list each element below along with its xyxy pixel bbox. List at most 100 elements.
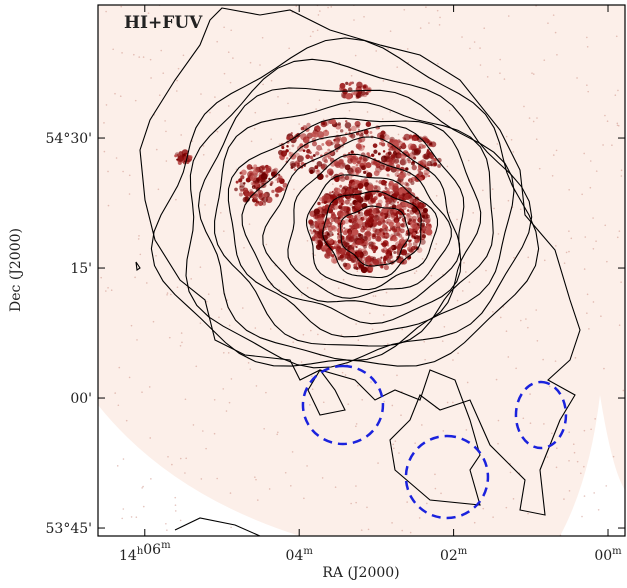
fuv-pixel: [420, 222, 425, 227]
noise: [406, 48, 409, 50]
fuv-pixel: [367, 184, 374, 191]
noise: [441, 340, 444, 342]
noise: [216, 477, 218, 480]
fuv-pixel: [330, 119, 337, 125]
noise: [277, 431, 279, 434]
fuv-pixel: [252, 181, 256, 185]
fuv-pixel: [240, 169, 247, 176]
noise: [290, 484, 292, 487]
noise: [499, 58, 502, 61]
noise: [149, 58, 152, 61]
fuv-pixel: [344, 253, 351, 259]
noise: [482, 507, 485, 510]
noise: [295, 5, 298, 7]
contour: [339, 205, 410, 267]
noise: [535, 309, 538, 311]
fuv-pixel: [385, 228, 389, 232]
noise: [139, 253, 142, 256]
fuv-pixel: [243, 182, 246, 185]
noise: [133, 53, 135, 56]
y-tick-label: 53°45': [46, 521, 92, 537]
fuv-pixel: [430, 141, 437, 148]
fuv-pixel: [312, 220, 320, 227]
noise: [586, 36, 588, 39]
fuv-pixel: [412, 218, 417, 223]
noise: [262, 83, 264, 86]
fuv-pixel: [382, 150, 386, 153]
noise: [310, 375, 313, 377]
fuv-pixel: [342, 230, 348, 236]
noise: [615, 35, 618, 38]
noise: [228, 401, 231, 404]
noise: [380, 240, 383, 243]
fuv-pixel: [327, 238, 334, 244]
noise: [430, 274, 433, 277]
fuv-pixel: [344, 175, 350, 181]
noise: [465, 271, 467, 273]
fuv-pixel: [355, 163, 359, 167]
noise: [162, 72, 165, 74]
fuv-pixel: [334, 187, 341, 195]
fuv-pixel: [365, 162, 372, 169]
noise: [103, 122, 105, 124]
fuv-pixel: [379, 134, 385, 140]
noise: [223, 72, 226, 75]
fuv-pixel: [364, 222, 371, 228]
fuv-pixel: [293, 168, 297, 171]
noise: [103, 150, 106, 153]
noise: [430, 234, 432, 237]
fuv-pixel: [425, 218, 431, 224]
noise: [507, 356, 510, 358]
noise: [605, 485, 608, 487]
noise: [604, 224, 607, 227]
fuv-pixel: [372, 143, 378, 148]
fuv-pixel: [352, 259, 355, 263]
fuv-pixel: [314, 165, 319, 170]
noise: [383, 400, 385, 403]
noise: [583, 495, 586, 497]
fuv-pixel: [379, 164, 385, 171]
noise: [551, 432, 553, 435]
noise: [330, 6, 333, 8]
noise: [597, 508, 600, 511]
fuv-pixel: [334, 176, 340, 183]
noise: [148, 386, 151, 388]
fuv-pixel: [354, 266, 359, 270]
fuv-pixel: [366, 261, 371, 265]
noise: [361, 398, 363, 401]
noise: [152, 320, 155, 323]
noise: [535, 138, 538, 141]
noise: [436, 9, 439, 12]
noise: [227, 105, 230, 107]
fuv-pixel: [388, 229, 392, 232]
fuv-pixel: [311, 141, 318, 147]
noise: [497, 442, 499, 445]
noise: [388, 175, 390, 177]
noise: [371, 328, 374, 331]
noise: [538, 167, 541, 170]
noise: [568, 230, 570, 232]
fuv-pixel: [380, 265, 384, 269]
fuv-pixel: [188, 155, 193, 160]
noise: [276, 433, 278, 436]
noise: [360, 529, 363, 531]
fuv-pixel: [416, 136, 424, 143]
fuv-pixel: [389, 138, 394, 143]
noise: [268, 488, 271, 490]
fuv-pixel: [356, 124, 360, 129]
fuv-pixel: [252, 169, 259, 176]
fuv-pixel: [290, 153, 297, 160]
fuv-pixel: [269, 183, 273, 186]
fuv-pixel: [356, 251, 363, 258]
noise: [491, 188, 494, 190]
fuv-pixel: [423, 153, 430, 160]
noise: [568, 459, 570, 462]
noise: [418, 517, 421, 519]
fuv-pixel: [339, 247, 346, 255]
fuv-pixel: [410, 221, 418, 229]
fuv-pixel: [254, 193, 259, 198]
noise: [146, 282, 148, 284]
noise: [342, 278, 345, 281]
fuv-pixel: [321, 142, 325, 146]
fuv-pixel: [327, 148, 331, 152]
